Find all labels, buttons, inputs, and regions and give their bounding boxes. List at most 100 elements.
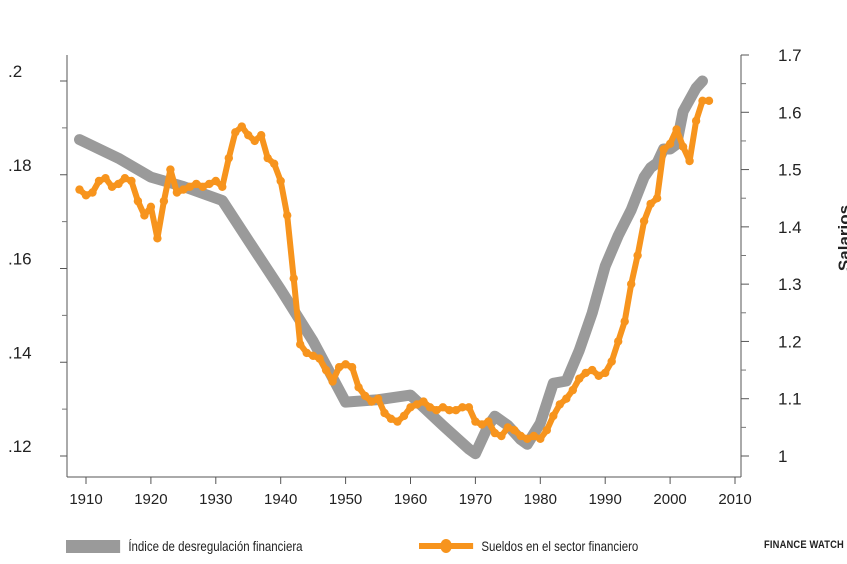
wages-point <box>516 431 525 441</box>
wages-point <box>627 279 636 289</box>
wages-point <box>114 179 123 189</box>
wages-point <box>133 196 143 206</box>
wages-point <box>380 408 389 418</box>
wages-point <box>146 202 156 211</box>
wages-point <box>445 406 454 415</box>
wages-point <box>334 363 344 372</box>
wages-point <box>665 139 675 148</box>
wages-point <box>471 417 480 426</box>
right-axis-title: Salarios <box>835 205 847 271</box>
wages-point <box>283 211 292 220</box>
wages-point <box>205 179 214 189</box>
x-tick-label: 2000 <box>653 491 686 508</box>
wages-point <box>328 377 337 386</box>
left-tick-label: .12 <box>8 437 32 456</box>
source-credit: FINANCE WATCH <box>764 539 844 551</box>
wages-point <box>101 174 110 183</box>
wages-point <box>94 176 104 186</box>
wages-point <box>127 176 136 186</box>
wages-point <box>302 348 311 358</box>
wages-point <box>166 165 175 174</box>
wages-point <box>484 417 493 426</box>
left-tick-label: .16 <box>8 250 32 269</box>
wages-point <box>393 417 402 426</box>
wages-point <box>451 406 461 415</box>
wages-line <box>76 97 712 442</box>
wages-point <box>276 176 285 186</box>
deregulation-series <box>74 75 708 460</box>
wages-point <box>503 423 513 432</box>
wages-point <box>172 188 182 197</box>
wages-point <box>672 125 681 134</box>
wages-point <box>231 128 240 137</box>
deregulation-line <box>74 75 708 460</box>
right-tick-label: 1.4 <box>778 218 802 237</box>
wages-point <box>678 142 688 151</box>
wages-point <box>159 196 169 206</box>
wages-point <box>691 116 701 126</box>
x-tick-label: 1960 <box>394 491 427 508</box>
wages-point <box>464 403 474 412</box>
right-tick-label: 1 <box>778 447 787 466</box>
wages-point <box>458 403 467 412</box>
x-tick-label: 1920 <box>134 491 167 508</box>
wages-point <box>620 317 629 326</box>
left-tick-label: .14 <box>8 343 32 362</box>
x-tick-label: 1940 <box>264 491 297 508</box>
wages-point <box>399 411 409 421</box>
wages-point <box>192 179 201 189</box>
wages-point <box>347 363 357 372</box>
wages-point <box>698 96 707 106</box>
wages-point <box>549 411 558 421</box>
wages-point <box>315 354 324 363</box>
wages-point <box>321 365 331 375</box>
legend-swatch-deregulation <box>66 539 121 553</box>
chart-axes: 1910 1920 1930 1940 1950 1960 1970 1980 1990 2000… <box>8 46 802 508</box>
x-tick-label: 1930 <box>199 491 232 508</box>
legend-swatch-wages <box>419 539 474 553</box>
wages-point <box>477 420 487 429</box>
wages-point <box>497 431 506 441</box>
x-tick-label: 1980 <box>524 491 557 508</box>
x-tick-label: 1970 <box>459 491 492 508</box>
wages-point <box>88 188 97 197</box>
wages-point <box>568 385 577 395</box>
legend-item-deregulation: Índice de desregulación financiera <box>66 532 303 560</box>
wages-point <box>412 400 422 409</box>
wages-point <box>270 159 279 168</box>
wages-point <box>633 251 642 260</box>
wages-point <box>562 394 571 403</box>
wages-point <box>308 351 318 360</box>
legend-label-wages: Sueldos en el sector financiero <box>481 538 639 554</box>
wages-point <box>419 397 428 406</box>
wages-point <box>704 96 714 106</box>
wages-point <box>237 122 246 131</box>
wages-series <box>75 96 714 443</box>
wages-point <box>75 185 84 194</box>
wages-point <box>211 176 220 186</box>
wages-point <box>107 182 117 191</box>
wages-point <box>614 337 623 346</box>
left-tick-label: .2 <box>8 62 22 81</box>
wages-point <box>153 234 162 243</box>
x-tick-label: 1950 <box>329 491 362 508</box>
wages-point <box>360 391 370 401</box>
right-tick-label: 1.5 <box>778 161 802 180</box>
wages-point <box>263 153 272 163</box>
wages-point <box>639 216 649 226</box>
wages-point <box>386 414 396 423</box>
wages-point <box>432 406 441 415</box>
x-tick-label: 1910 <box>69 491 102 508</box>
wages-point <box>523 434 532 443</box>
wages-point <box>367 397 376 406</box>
wages-point <box>510 426 519 435</box>
wages-point <box>140 211 149 220</box>
wages-point <box>575 374 584 383</box>
right-tick-label: 1.1 <box>778 390 802 409</box>
wages-point <box>218 182 227 191</box>
wages-point <box>529 431 538 441</box>
wages-point <box>536 434 545 443</box>
wages-point <box>250 136 259 146</box>
left-tick-label: .18 <box>8 156 32 175</box>
